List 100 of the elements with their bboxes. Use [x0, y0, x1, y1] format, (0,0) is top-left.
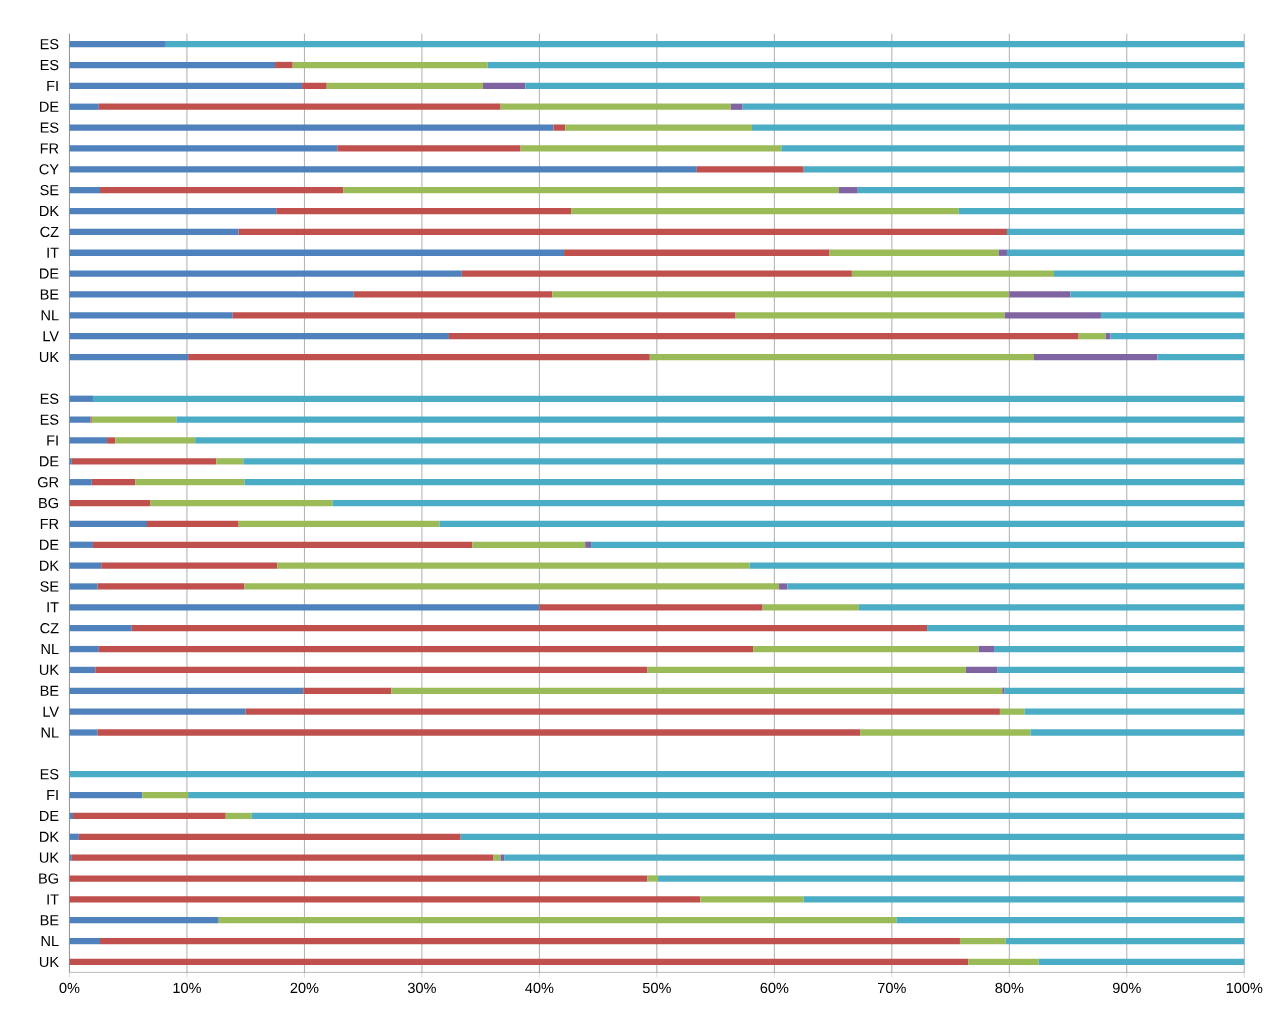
y-tick-label: IT [47, 894, 59, 905]
bar [91, 479, 136, 486]
y-tick-label: ES [40, 39, 59, 50]
bar [69, 562, 102, 569]
bar [69, 166, 697, 173]
y-tick-label: UK [39, 351, 59, 363]
bar [147, 520, 239, 528]
y-tick-label: BE [40, 289, 59, 300]
bar [69, 333, 449, 340]
bar [69, 520, 147, 528]
bar [69, 187, 101, 194]
bar [69, 666, 96, 674]
bar [978, 645, 995, 653]
bar [439, 520, 1245, 528]
bar [1033, 353, 1158, 361]
bar [275, 61, 293, 69]
y-tick-label: DK [40, 206, 59, 217]
y-tick-label: UK [39, 664, 59, 676]
bar [165, 41, 1245, 48]
y-tick-label: BG [39, 497, 58, 509]
y-tick-label: NL [41, 310, 59, 321]
y-tick-label: SE [40, 581, 59, 592]
bar [69, 875, 648, 882]
bar [896, 917, 1245, 924]
bar [72, 812, 226, 820]
bar [188, 791, 1245, 799]
y-tick-label: FI [47, 790, 58, 801]
bar [493, 854, 501, 861]
bar [525, 82, 1245, 89]
bar [69, 583, 98, 590]
bar [69, 854, 72, 861]
bar [69, 708, 246, 715]
x-tick-label: 10% [173, 982, 201, 994]
bar [292, 61, 488, 69]
bar [69, 61, 276, 69]
bar [245, 708, 1000, 715]
bar [994, 645, 1245, 653]
bar [69, 458, 72, 465]
bar [391, 687, 1003, 694]
bar [1110, 333, 1245, 340]
bar [448, 333, 1079, 340]
bar [216, 458, 244, 465]
bar [69, 645, 99, 653]
bar [829, 249, 999, 256]
bar [1004, 312, 1101, 319]
bar [1006, 249, 1245, 256]
bar [1157, 353, 1245, 361]
x-tick-label: 30% [407, 982, 436, 994]
bar [1030, 729, 1245, 736]
bar [302, 82, 327, 89]
bar [696, 166, 804, 173]
bar [98, 103, 501, 110]
bar [649, 353, 1034, 361]
y-tick-label: BE [40, 685, 59, 696]
x-tick-label: 70% [878, 982, 906, 994]
bar [999, 708, 1025, 715]
y-tick-label: CZ [40, 623, 59, 634]
y-tick-label: DE [40, 810, 59, 821]
bar [69, 249, 565, 256]
bar [92, 395, 1245, 402]
bar [69, 687, 304, 694]
bar [753, 645, 979, 653]
bar [150, 499, 333, 507]
y-tick-label: ES [40, 414, 59, 425]
bar [851, 270, 1054, 277]
bar [803, 896, 1245, 903]
y-tick-label: UK [39, 956, 59, 968]
bar [591, 541, 1245, 548]
bar [520, 145, 782, 152]
bar [965, 666, 998, 674]
y-tick-label: CY [39, 164, 59, 175]
bar [461, 270, 852, 277]
bar [69, 604, 540, 611]
bar [1078, 333, 1106, 340]
x-tick-label: 50% [642, 982, 671, 994]
y-tick-label: NL [41, 936, 59, 947]
bar [69, 395, 93, 402]
bar [69, 124, 554, 131]
bar [69, 499, 151, 507]
bar [244, 583, 780, 590]
x-tick-label: 90% [1112, 982, 1141, 994]
bar [225, 812, 252, 820]
x-tick-label: 100% [1226, 982, 1263, 994]
bar [504, 854, 1245, 861]
bar [647, 666, 966, 674]
bar [787, 583, 1245, 590]
bar [565, 124, 753, 131]
y-tick-label: UK [39, 852, 59, 863]
bar [69, 353, 189, 361]
bar [100, 187, 344, 194]
y-tick-label: ES [40, 393, 59, 404]
bar [69, 541, 93, 548]
bar [1070, 291, 1245, 298]
bar [218, 917, 897, 924]
bar [564, 249, 830, 256]
bar [91, 416, 177, 423]
x-tick-label: 0% [59, 982, 80, 994]
bar [730, 103, 743, 110]
bar [69, 270, 462, 277]
bar [553, 124, 566, 131]
